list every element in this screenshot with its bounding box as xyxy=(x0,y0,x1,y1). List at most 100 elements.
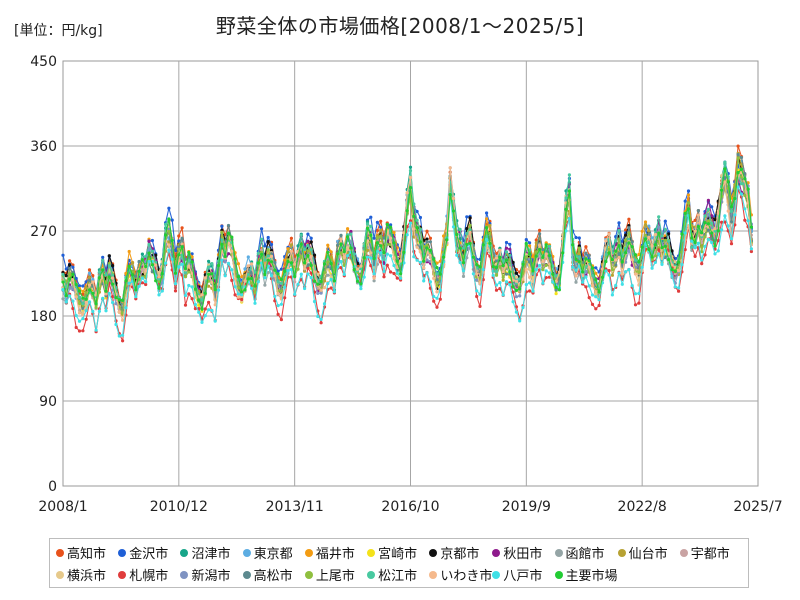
data-point xyxy=(501,275,505,279)
data-point xyxy=(140,258,144,262)
data-point xyxy=(749,225,754,229)
data-point xyxy=(660,262,664,266)
data-point xyxy=(528,275,532,279)
data-point xyxy=(657,215,661,219)
data-point xyxy=(617,221,621,225)
data-point xyxy=(289,243,293,247)
data-point xyxy=(733,196,737,201)
data-point xyxy=(617,228,621,232)
data-point xyxy=(332,279,336,283)
data-point xyxy=(581,280,585,284)
data-point xyxy=(346,243,350,247)
data-point xyxy=(68,277,72,281)
data-point xyxy=(657,225,661,230)
data-point xyxy=(710,205,714,209)
data-point xyxy=(422,259,426,263)
data-point xyxy=(273,268,277,272)
data-point xyxy=(677,289,681,293)
data-point xyxy=(164,261,168,265)
legend-item: 京都市 xyxy=(429,543,492,562)
data-point xyxy=(147,251,151,255)
data-point xyxy=(157,275,161,279)
data-point xyxy=(144,280,148,284)
data-point xyxy=(342,272,346,276)
data-point xyxy=(107,264,111,268)
data-point xyxy=(729,242,734,246)
y-tick-label: 180 xyxy=(30,309,57,325)
data-point xyxy=(279,267,283,271)
legend-item: 宮崎市 xyxy=(367,543,429,562)
data-point xyxy=(183,270,188,275)
data-point xyxy=(134,274,138,279)
data-point xyxy=(501,259,505,263)
legend-item: 沼津市 xyxy=(180,543,242,562)
data-point xyxy=(435,261,439,265)
data-point xyxy=(461,261,466,265)
data-point xyxy=(104,273,108,277)
data-point xyxy=(253,301,257,305)
data-point xyxy=(130,273,135,277)
legend-label: 宇都市 xyxy=(690,547,730,562)
data-point xyxy=(683,211,687,215)
data-point xyxy=(428,280,432,284)
data-point xyxy=(528,267,532,271)
data-point xyxy=(137,259,141,264)
data-point xyxy=(279,302,283,306)
data-point xyxy=(415,218,419,222)
data-point xyxy=(213,288,217,292)
data-point xyxy=(329,277,333,281)
data-point xyxy=(504,246,509,250)
data-point xyxy=(71,272,75,276)
legend-label: 沼津市 xyxy=(191,547,231,562)
data-point xyxy=(739,155,744,160)
data-point xyxy=(667,232,671,236)
data-point xyxy=(303,247,307,252)
data-point xyxy=(491,265,495,269)
data-point xyxy=(392,271,396,276)
data-point xyxy=(84,286,88,290)
data-point xyxy=(296,253,300,257)
series-18 xyxy=(61,185,754,338)
data-point xyxy=(425,246,429,250)
data-point xyxy=(627,249,631,253)
data-point xyxy=(359,267,363,271)
data-point xyxy=(677,260,681,264)
data-point xyxy=(352,252,356,256)
data-point xyxy=(498,262,502,266)
data-point xyxy=(425,229,429,233)
legend-label: 高知市 xyxy=(67,547,107,562)
data-point xyxy=(177,247,181,251)
legend-item: 東京都 xyxy=(242,543,305,562)
data-point xyxy=(574,274,578,278)
data-point xyxy=(514,279,519,283)
data-point xyxy=(620,282,624,286)
data-point xyxy=(653,233,658,237)
data-point xyxy=(501,278,505,282)
data-point xyxy=(306,232,310,236)
data-point xyxy=(246,264,250,268)
data-point xyxy=(193,287,197,291)
data-point xyxy=(594,292,598,296)
data-point xyxy=(511,300,515,304)
data-point xyxy=(498,248,502,252)
data-point xyxy=(524,283,528,287)
data-point xyxy=(610,273,615,277)
legend-item: 函館市 xyxy=(554,543,618,562)
data-point xyxy=(438,297,442,301)
data-point xyxy=(216,263,221,268)
data-point xyxy=(329,262,333,266)
data-point xyxy=(266,271,270,275)
data-point xyxy=(134,288,138,292)
data-point xyxy=(494,259,499,263)
data-point xyxy=(289,236,293,240)
data-point xyxy=(389,225,393,229)
data-point xyxy=(349,229,353,234)
data-point xyxy=(167,248,171,252)
data-point xyxy=(696,213,701,217)
data-point xyxy=(263,258,267,262)
data-point xyxy=(554,288,558,292)
data-point xyxy=(306,259,310,263)
data-point xyxy=(177,234,181,238)
data-point xyxy=(339,233,343,237)
data-point xyxy=(197,303,201,307)
